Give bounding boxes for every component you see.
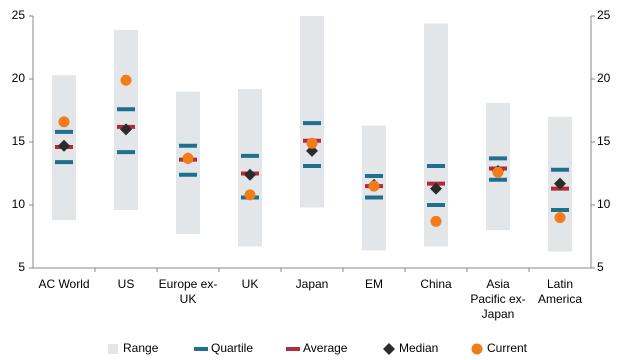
current-mark — [120, 74, 132, 86]
legend-swatch — [108, 344, 118, 354]
current-mark — [182, 152, 194, 164]
y-tick-label: 10 — [12, 197, 26, 211]
current-mark — [430, 215, 442, 227]
x-tick-label: Latin America — [537, 277, 582, 306]
legend-swatch — [383, 343, 395, 355]
x-tick-label: Asia Pacific ex-Japan — [470, 277, 526, 321]
current-mark — [368, 180, 380, 192]
median-mark — [554, 177, 566, 190]
x-tick-label: US — [117, 277, 135, 291]
range-bar — [114, 29, 138, 211]
x-tick-label: UK — [241, 277, 259, 291]
y-tick-label: 5 — [18, 260, 25, 274]
median-mark — [120, 123, 132, 136]
x-tick-label: AC World — [38, 277, 90, 291]
current-mark — [554, 212, 566, 224]
y2-tick-label: 10 — [597, 197, 611, 211]
y-tick-label: 15 — [12, 134, 26, 148]
x-tick-label: China — [420, 277, 452, 291]
current-mark — [306, 137, 318, 149]
x-tick-label: Europe ex-UK — [158, 277, 218, 306]
x-tick-label: Japan — [295, 277, 329, 291]
range-bar — [238, 89, 262, 247]
median-mark — [244, 168, 256, 181]
y-tick-label: 25 — [12, 8, 26, 22]
current-mark — [58, 116, 70, 128]
y2-tick-label: 25 — [597, 8, 611, 22]
legend-label: Current — [487, 341, 528, 355]
median-mark — [58, 139, 70, 152]
y2-tick-label: 5 — [597, 260, 604, 274]
legend-label: Quartile — [211, 341, 253, 355]
current-mark — [244, 189, 256, 201]
median-mark — [430, 182, 442, 195]
current-mark — [492, 166, 504, 178]
legend-label: Median — [399, 341, 438, 355]
range-bar — [424, 23, 448, 247]
range-bar — [300, 16, 324, 208]
y-tick-label: 20 — [12, 71, 26, 85]
legend-label: Average — [303, 341, 348, 355]
y2-tick-label: 15 — [597, 134, 611, 148]
y2-tick-label: 20 — [597, 71, 611, 85]
legend-swatch — [471, 343, 483, 355]
x-tick-label: EM — [365, 277, 383, 291]
legend-label: Range — [123, 341, 159, 355]
